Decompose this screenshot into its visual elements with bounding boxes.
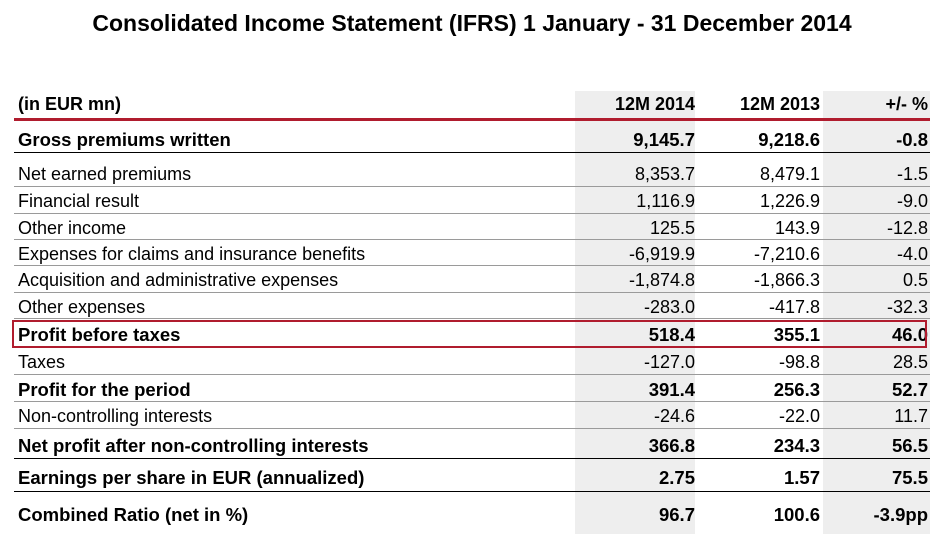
row-divider <box>14 401 930 402</box>
header-unit-label: (in EUR mn) <box>18 94 121 114</box>
row-value-2014: 1,116.9 <box>636 191 695 211</box>
row-divider <box>14 428 930 429</box>
header-col-2013: 12M 2013 <box>739 94 820 114</box>
table-row: Profit before taxes 518.4 355.1 46.0 <box>14 324 930 346</box>
table-row: Earnings per share in EUR (annualized) 2.… <box>14 467 930 489</box>
table-row: Other expenses -283.0 -417.8 -32.3 <box>14 297 930 319</box>
row-value-2014: 9,145.7 <box>633 129 695 150</box>
row-divider <box>14 374 930 375</box>
row-label: Combined Ratio (net in %) <box>18 504 249 525</box>
row-label: Non-controlling interests <box>18 406 213 426</box>
row-value-2013: -22.0 <box>778 406 820 426</box>
column-change-shade <box>823 91 930 534</box>
row-value-change: 0.5 <box>902 270 928 290</box>
row-label: Financial result <box>18 191 140 211</box>
row-value-2013: 234.3 <box>773 435 820 456</box>
row-value-change: 52.7 <box>891 379 928 400</box>
row-value-2013: 1,226.9 <box>759 191 820 211</box>
table-row: Financial result 1,116.9 1,226.9 -9.0 <box>14 191 930 213</box>
row-value-change: 75.5 <box>891 467 928 488</box>
row-value-change: 28.5 <box>892 352 928 372</box>
row-value-2014: -6,919.9 <box>628 244 695 264</box>
row-value-change: -3.9pp <box>873 504 928 525</box>
row-label: Gross premiums written <box>18 129 231 150</box>
row-label: Other expenses <box>18 297 146 317</box>
row-value-change: -1.5 <box>896 164 928 184</box>
row-divider <box>14 152 930 153</box>
row-value-2013: -98.8 <box>778 352 820 372</box>
row-value-2014: 96.7 <box>658 504 695 525</box>
column-2014-shade <box>575 91 695 534</box>
row-label: Profit before taxes <box>18 324 181 345</box>
row-value-2014: -127.0 <box>643 352 695 372</box>
header-divider <box>14 118 930 121</box>
row-value-change: -32.3 <box>886 297 928 317</box>
row-divider <box>14 318 930 319</box>
row-value-2014: 8,353.7 <box>634 164 695 184</box>
table-row: Taxes -127.0 -98.8 28.5 <box>14 352 930 374</box>
row-divider <box>14 265 930 266</box>
table-row: Other income 125.5 143.9 -12.8 <box>14 218 930 240</box>
row-label: Profit for the period <box>18 379 191 400</box>
row-value-2013: 143.9 <box>774 218 820 238</box>
row-value-2013: -1,866.3 <box>753 270 820 290</box>
table-row: Acquisition and administrative expenses -… <box>14 270 930 292</box>
table-row: Profit for the period 391.4 256.3 52.7 <box>14 379 930 401</box>
row-value-2013: 8,479.1 <box>759 164 820 184</box>
row-value-change: 46.0 <box>891 324 928 345</box>
row-divider <box>14 292 930 293</box>
row-value-2014: 518.4 <box>648 324 695 345</box>
header-col-2014: 12M 2014 <box>614 94 695 114</box>
row-value-2013: 1.57 <box>783 467 820 488</box>
row-label: Other income <box>18 218 127 238</box>
row-value-2013: 256.3 <box>773 379 820 400</box>
table-header: (in EUR mn) 12M 2014 12M 2013 +/- % <box>14 94 930 116</box>
row-value-2013: -7,210.6 <box>753 244 820 264</box>
row-divider <box>14 186 930 187</box>
row-label: Net earned premiums <box>18 164 192 184</box>
row-value-change: -12.8 <box>886 218 928 238</box>
row-value-2013: -417.8 <box>768 297 820 317</box>
row-label: Net profit after non-controlling interes… <box>18 435 369 456</box>
table-row: Net profit after non-controlling interes… <box>14 435 930 457</box>
row-value-2014: 391.4 <box>648 379 695 400</box>
row-divider <box>14 213 930 214</box>
row-value-change: -4.0 <box>896 244 928 264</box>
row-label: Expenses for claims and insurance benefi… <box>18 244 366 264</box>
row-value-change: 11.7 <box>894 406 928 426</box>
row-label: Earnings per share in EUR (annualized) <box>18 467 365 488</box>
row-value-2014: 125.5 <box>649 218 695 238</box>
row-divider <box>14 491 930 492</box>
row-value-2014: -283.0 <box>643 297 695 317</box>
row-value-change: 56.5 <box>891 435 928 456</box>
highlight-box <box>12 320 927 348</box>
header-col-change: +/- % <box>885 94 928 114</box>
row-value-2013: 355.1 <box>773 324 820 345</box>
table-row: Expenses for claims and insurance benefi… <box>14 244 930 266</box>
row-value-change: -0.8 <box>896 129 928 150</box>
row-value-2014: -24.6 <box>653 406 695 426</box>
row-divider <box>14 458 930 459</box>
table-row: Non-controlling interests -24.6 -22.0 11.7 <box>14 406 930 428</box>
row-divider <box>14 239 930 240</box>
table-row: Net earned premiums 8,353.7 8,479.1 -1.5 <box>14 164 930 186</box>
row-value-2014: 2.75 <box>658 467 695 488</box>
row-value-2013: 100.6 <box>773 504 820 525</box>
row-value-2013: 9,218.6 <box>758 129 820 150</box>
row-label: Acquisition and administrative expenses <box>18 270 339 290</box>
table-row: Combined Ratio (net in %) 96.7 100.6 -3.9pp <box>14 504 930 526</box>
row-value-2014: 366.8 <box>648 435 695 456</box>
table-row: Gross premiums written 9,145.7 9,218.6 -0.8 <box>14 129 930 151</box>
row-value-2014: -1,874.8 <box>628 270 695 290</box>
page-title: Consolidated Income Statement (IFRS) 1 J… <box>92 10 852 36</box>
row-label: Taxes <box>18 352 66 372</box>
row-value-change: -9.0 <box>896 191 928 211</box>
